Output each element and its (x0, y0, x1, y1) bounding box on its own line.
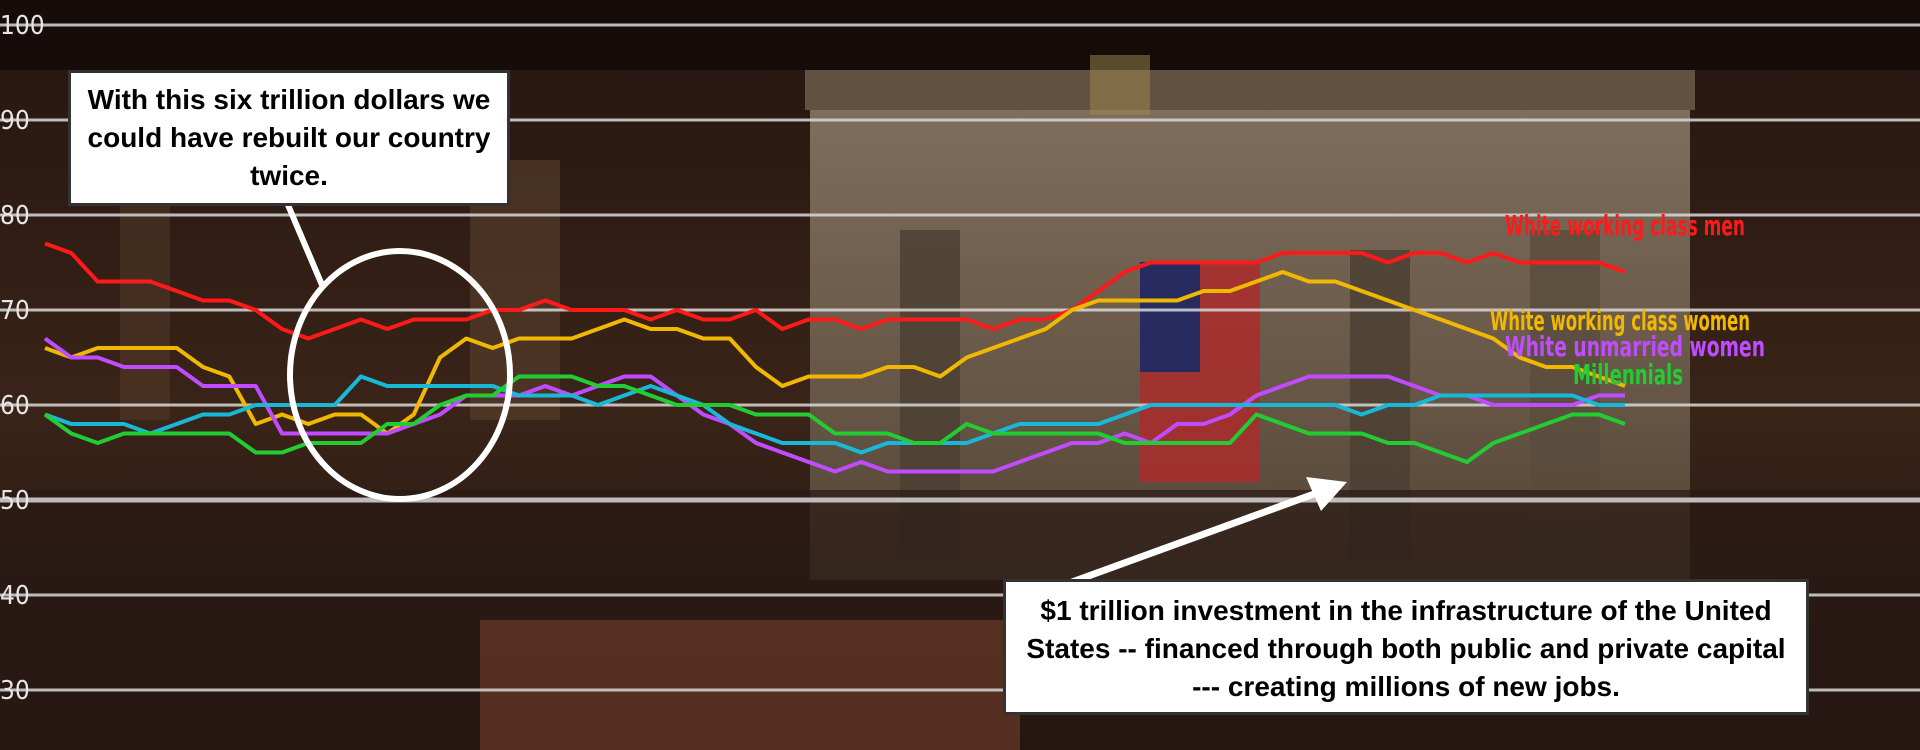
bottom-callout-arrow-shaft (1070, 486, 1327, 586)
y-tick-label: 80 (0, 201, 30, 231)
series-line-3 (44, 374, 1625, 455)
y-tick-label: 40 (0, 581, 30, 611)
bottom-callout-arrow-head (1306, 477, 1347, 511)
series-label-3: Millennials (1573, 358, 1683, 391)
y-tick-label: 100 (0, 11, 45, 41)
top-callout-pointer (285, 203, 325, 287)
bottom-annotation-box: $1 trillion investment in the infrastruc… (1003, 579, 1809, 715)
y-tick-label: 30 (0, 676, 30, 706)
series-label-2: White unmarried women (1505, 330, 1765, 363)
top-annotation-box: With this six trillion dollars we could … (68, 70, 510, 206)
y-tick-label: 70 (0, 296, 30, 326)
series-line-1 (44, 270, 1626, 436)
y-tick-labels: 30 40 50 60 70 80 90 100 (0, 11, 45, 706)
series-label-1: White working class women (1490, 304, 1750, 337)
series-line-2 (43, 336, 1625, 474)
series-line-0 (44, 241, 1626, 341)
y-tick-label: 50 (0, 486, 30, 516)
highlight-circle (287, 248, 513, 502)
y-tick-label: 60 (0, 391, 30, 421)
series-labels: White working class men White working cla… (1490, 209, 1765, 391)
y-tick-label: 90 (0, 106, 30, 136)
series-label-0: White working class men (1505, 209, 1745, 242)
